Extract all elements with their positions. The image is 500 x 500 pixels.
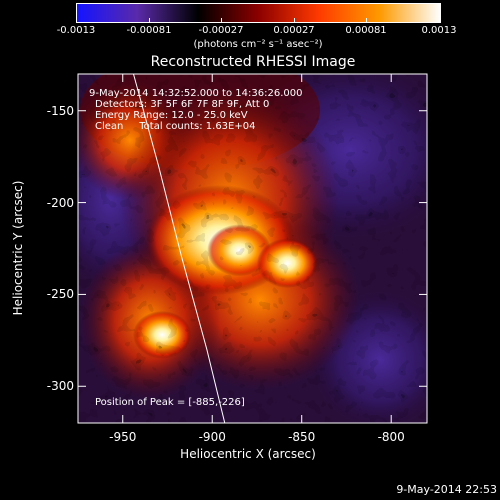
colorbar-tick-label: 0.0013 <box>421 25 457 36</box>
info-line-energy: Energy Range: 12.0 - 25.0 keV <box>95 110 248 121</box>
colorbar-tick <box>439 18 440 23</box>
colorbar-tick <box>149 18 150 23</box>
rhessi-map-image <box>78 74 427 423</box>
colorbar-tick-label: -0.00081 <box>126 25 172 36</box>
x-tick-label: -850 <box>288 430 316 444</box>
axis-ticks <box>78 74 427 423</box>
plot-title: Reconstructed RHESSI Image <box>150 54 356 70</box>
y-tick-label: -150 <box>46 103 74 118</box>
colorbar-tick <box>221 18 222 23</box>
colorbar <box>76 3 441 23</box>
colorbar-tick <box>76 18 77 23</box>
x-tick-label: -950 <box>109 430 137 444</box>
peak-position-text: Position of Peak = [-885,-226] <box>95 397 245 408</box>
colorbar-tick <box>294 18 295 23</box>
y-tick-label: -250 <box>46 287 74 302</box>
x-tick-label: -900 <box>198 430 226 444</box>
plot-frame <box>77 73 428 424</box>
solar-limb-curve <box>132 74 226 423</box>
colorbar-tick-label: 0.00081 <box>345 25 387 36</box>
colorbar-tick <box>366 18 367 23</box>
colorbar-tick-label: 0.00027 <box>273 25 315 36</box>
footer-timestamp: 9-May-2014 22:53 <box>396 483 497 496</box>
y-tick-label: -300 <box>46 379 74 394</box>
colorbar-tick-label: -0.0013 <box>56 25 96 36</box>
info-line-detectors: Detectors: 3F 5F 6F 7F 8F 9F, Att 0 <box>95 99 270 110</box>
peak-label: Position of Peak = <box>95 397 186 408</box>
x-axis-label: Heliocentric X (arcsec) <box>180 447 316 461</box>
colorbar-unit-label: (photons cm⁻² s⁻¹ asec⁻²) <box>193 39 323 50</box>
peak-value: [-885,-226] <box>188 397 245 408</box>
info-line-clean: Clean Total counts: 1.63E+04 <box>95 121 256 132</box>
y-tick-label: -200 <box>46 195 74 210</box>
info-line-time: 9-May-2014 14:32:52.000 to 14:36:26.000 <box>89 88 303 99</box>
x-tick-label: -800 <box>377 430 405 444</box>
y-axis-label: Heliocentric Y (arcsec) <box>11 180 25 316</box>
colorbar-tick-label: -0.00027 <box>198 25 244 36</box>
